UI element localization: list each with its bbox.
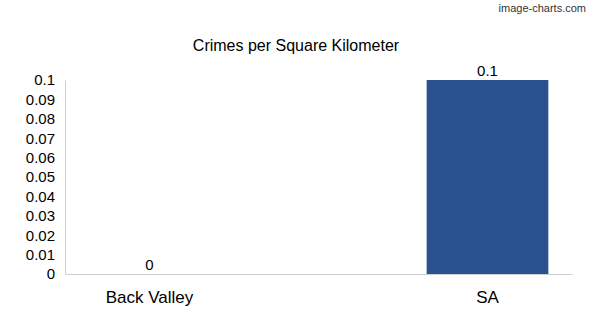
data-label: 0.1 bbox=[477, 62, 498, 79]
y-tick: 0.06 bbox=[26, 149, 65, 166]
y-tick: 0.04 bbox=[26, 188, 65, 205]
x-tick: SA bbox=[476, 274, 499, 307]
y-tick: 0.05 bbox=[26, 168, 65, 185]
y-tick-label: 0.02 bbox=[26, 227, 55, 244]
y-tick-label: 0 bbox=[47, 265, 55, 282]
x-axis: Back Valley SA bbox=[66, 274, 573, 307]
y-tick-label: 0.1 bbox=[34, 71, 55, 88]
chart: image-charts.com Crimes per Square Kilome… bbox=[0, 0, 592, 333]
y-tick: 0.01 bbox=[26, 246, 65, 263]
y-tick-label: 0.03 bbox=[26, 207, 55, 224]
bar bbox=[427, 80, 549, 274]
bars bbox=[427, 80, 549, 274]
data-labels: 00.1 bbox=[145, 62, 498, 273]
x-tick-label: SA bbox=[476, 288, 499, 307]
title: Crimes per Square Kilometer bbox=[193, 37, 400, 54]
x-tick-label: Back Valley bbox=[106, 288, 194, 307]
y-tick-label: 0.05 bbox=[26, 168, 55, 185]
y-tick-label: 0.08 bbox=[26, 110, 55, 127]
y-tick: 0 bbox=[47, 265, 65, 282]
bar bbox=[89, 274, 211, 275]
y-tick: 0.03 bbox=[26, 207, 65, 224]
y-tick: 0.09 bbox=[26, 91, 65, 108]
y-tick-label: 0.06 bbox=[26, 149, 55, 166]
y-tick-label: 0.07 bbox=[26, 130, 55, 147]
x-tick: Back Valley bbox=[106, 274, 194, 307]
y-tick: 0.07 bbox=[26, 130, 65, 147]
y-tick-label: 0.09 bbox=[26, 91, 55, 108]
y-tick-label: 0.04 bbox=[26, 188, 55, 205]
y-tick-label: 0.01 bbox=[26, 246, 55, 263]
y-tick: 0.02 bbox=[26, 227, 65, 244]
x-axis-line bbox=[66, 274, 573, 275]
annotation: image-charts.com bbox=[499, 2, 586, 14]
y-axis: 0 0.01 0.02 0.03 0.04 0.05 0.06 0.07 0.08 0.09 0.1 bbox=[26, 71, 66, 282]
y-tick: 0.08 bbox=[26, 110, 65, 127]
y-axis-line bbox=[65, 81, 66, 275]
y-tick: 0.1 bbox=[34, 71, 65, 88]
data-label: 0 bbox=[145, 256, 153, 273]
